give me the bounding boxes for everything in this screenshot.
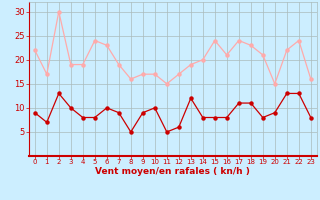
X-axis label: Vent moyen/en rafales ( kn/h ): Vent moyen/en rafales ( kn/h ) [95, 167, 250, 176]
